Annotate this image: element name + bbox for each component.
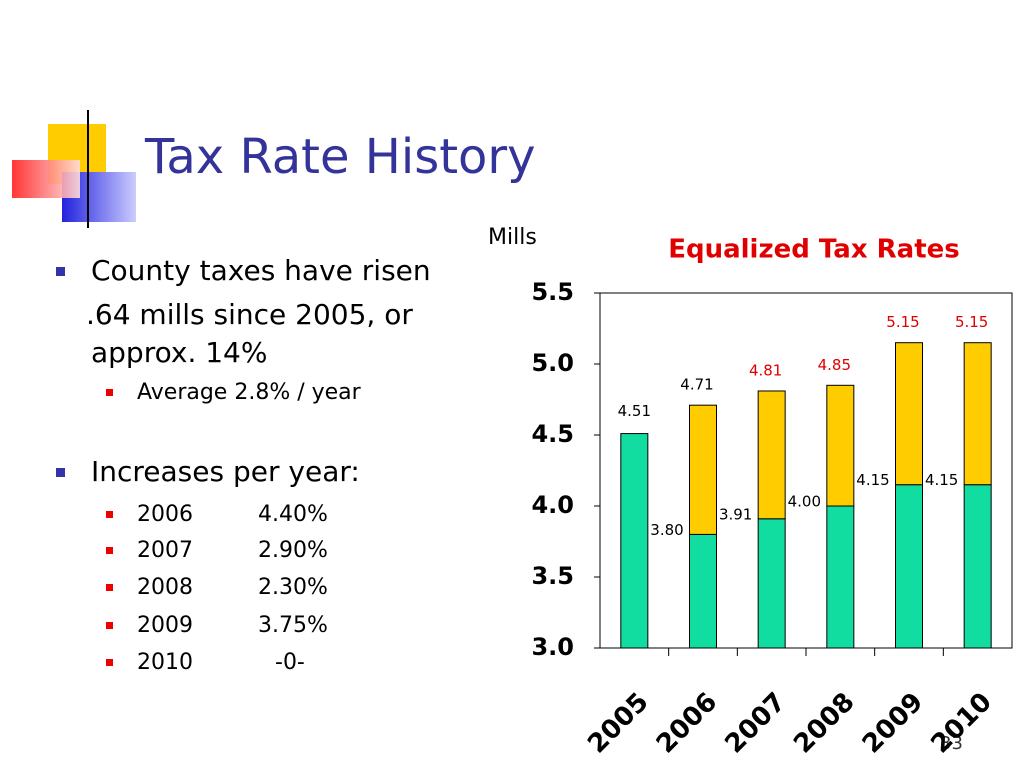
x-tick-label: 2005 [582,687,654,759]
rate: 3.75% [258,613,328,638]
bullet-text: approx. 14% [91,336,267,369]
sub-bullet-marker [106,389,113,396]
bar-segment [689,404,717,535]
y-axis-label: Mills [488,225,537,250]
x-tick-label: 2008 [788,687,860,759]
value-label: 4.15 [856,471,889,489]
bullet-text: Increases per year: [91,455,360,488]
bar-segment [963,484,992,649]
y-tick-label: 3.5 [531,562,574,590]
y-tick-label: 4.5 [531,420,574,448]
bar-segment [895,484,923,649]
bullet-text: County taxes have risen [91,254,431,287]
decoration [12,110,1000,228]
sub-bullet-marker [106,511,113,518]
y-tick-label: 3.0 [531,633,574,661]
x-tick-label: 2009 [857,687,929,759]
sub-bullet-marker [106,659,113,666]
value-label: 4.51 [618,402,651,420]
sub-bullet-text: Average 2.8% / year [137,380,362,405]
rate: 2.90% [258,538,328,563]
year: 2010 [137,650,193,675]
year: 2007 [137,538,193,563]
value-label: 3.91 [719,505,752,523]
bar-segment [826,505,855,649]
total-label: 5.15 [955,313,988,331]
year: 2009 [137,613,193,638]
year: 2006 [137,502,193,527]
total-label: 4.85 [818,356,851,374]
value-label: 4.15 [925,471,958,489]
sub-bullet-marker [106,584,113,591]
rate: 4.40% [258,502,328,527]
total-label: 5.15 [886,313,919,331]
bar-segment [826,384,855,507]
x-tick-label: 2006 [651,687,723,759]
bullet-text: .64 mills since 2005, or [86,298,413,331]
total-label: 4.81 [749,361,782,379]
bar-segment [895,342,923,486]
slide-title: Tax Rate History [144,129,536,185]
chart: Equalized Tax Rates Mills 3.0 3.5 4.0 4.5 5.0 5… [488,225,1013,759]
bar-segment [963,342,992,486]
bullet-marker [56,267,65,276]
x-tick-label: 2007 [720,687,792,759]
sub-bullet-marker [106,547,113,554]
y-tick-label: 5.0 [531,349,574,377]
bullet-marker [56,468,65,477]
value-label: 4.00 [788,493,821,511]
total-label: 4.71 [680,376,713,394]
y-tick-label: 5.5 [531,278,574,306]
rate: -0- [275,650,305,675]
rate: 2.30% [258,575,328,600]
value-label: 3.80 [650,521,683,539]
y-tick-label: 4.0 [531,491,574,519]
bar-segment [620,433,649,649]
sub-bullet-marker [106,622,113,629]
chart-title: Equalized Tax Rates [668,235,960,265]
bar-segment [757,518,786,649]
bar-segment [689,533,717,649]
bar-segment [757,390,786,520]
page-number: 33 [940,733,963,754]
year: 2008 [137,575,193,600]
